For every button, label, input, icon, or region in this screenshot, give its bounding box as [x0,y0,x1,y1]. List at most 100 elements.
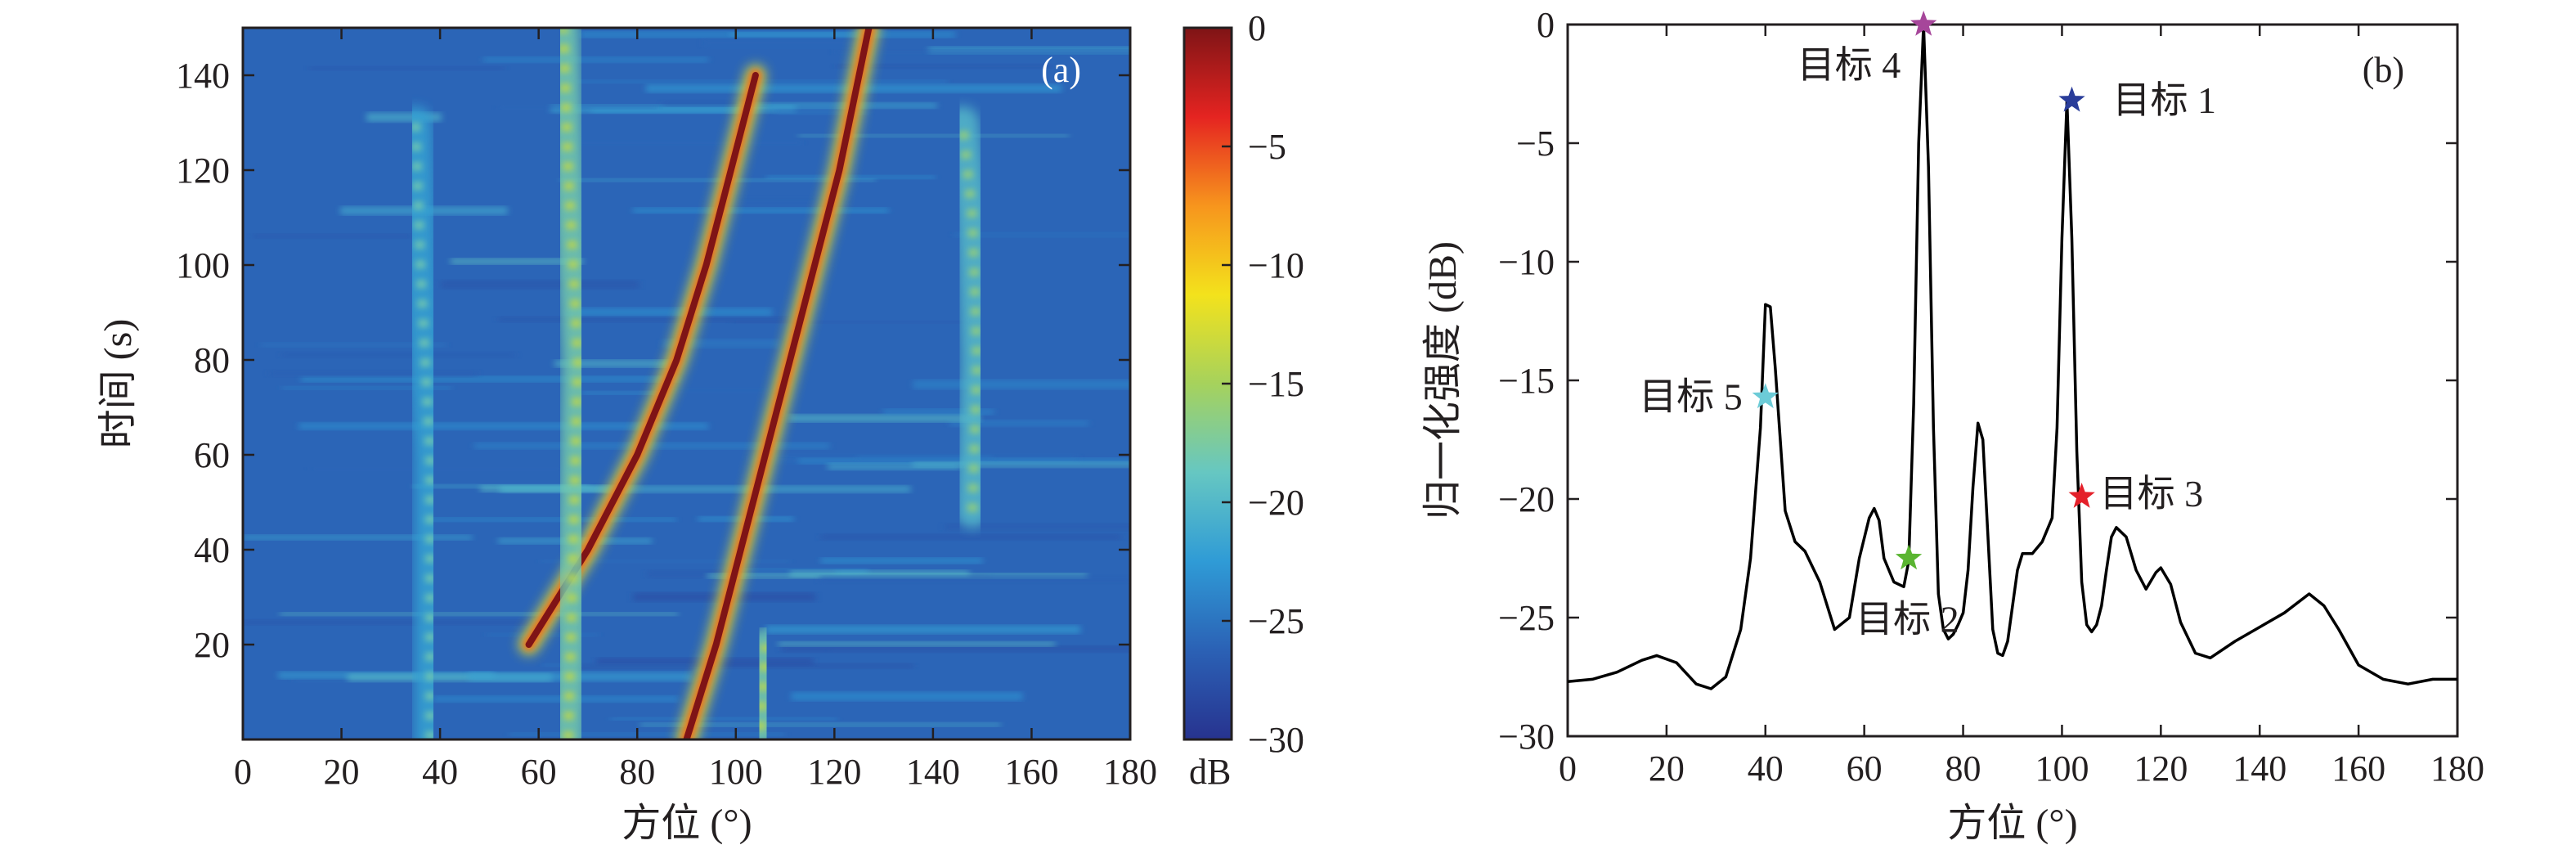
noise-stripe [441,281,640,289]
heatmap-panel: 0 20 40 60 80 100 120 140 160 180 20 40 60 80 100 120 1… [96,26,1157,845]
line-panel-label: (b) [2363,50,2404,90]
x-tick-label: 100 [709,752,763,792]
target-label: 目标 5 [1639,375,1743,417]
x-tick-label: 40 [422,752,458,792]
target-star-marker [1895,544,1923,570]
x-tick-label: 40 [1748,748,1784,789]
noise-stripe [827,463,961,470]
colorbar-tick-label: −10 [1248,245,1304,285]
colorbar-unit-label: dB [1189,752,1231,792]
heatmap-x-ticks: 0 20 40 60 80 100 120 140 160 180 [234,28,1157,792]
colorbar-tick-label: −25 [1248,601,1304,641]
noise-stripe [820,534,1122,540]
line-y-ticks: 0 −5 −10 −15 −20 −25 −30 [1498,5,2457,757]
y-tick-label: 0 [1537,5,1555,45]
noise-stripe [657,388,772,393]
track-speckle [958,122,983,512]
noise-stripe [509,733,785,736]
noise-stripe [913,461,1130,467]
noise-stripe [550,105,797,113]
noise-stripe [499,486,911,492]
x-tick-label: 80 [1945,748,1981,789]
noise-stripe [798,134,1070,137]
x-tick-label: 60 [1847,748,1883,789]
noise-stripe [576,141,802,145]
heatmap-y-axis-label: 时间 (s) [96,319,140,449]
y-tick-label: 80 [194,340,230,380]
y-tick-label: −10 [1498,242,1555,282]
noise-stripe [729,33,858,37]
noise-stripe [281,352,516,358]
heatmap-panel-label: (a) [1041,50,1081,90]
colorbar-tick-label: −30 [1248,720,1304,760]
track-band [399,106,447,739]
target-label: 目标 3 [2100,473,2204,515]
y-tick-label: 40 [194,530,230,570]
noise-stripe [776,109,868,115]
track-line [683,28,873,739]
noise-stripe [577,663,913,669]
colorbar-ticks: 0 −5 −10 −15 −20 −25 −30 [1222,8,1304,760]
noise-stripe [856,456,993,461]
y-tick-label: −20 [1498,479,1555,519]
y-tick-label: 60 [194,435,230,475]
line-x-ticks: 0 20 40 60 80 100 120 140 160 180 [1559,25,2484,789]
noise-stripe [836,64,1053,69]
y-tick-label: −30 [1498,717,1555,757]
colorbar-tick-label: −20 [1248,483,1304,523]
noise-stripe [301,376,679,382]
noise-stripe [882,409,994,415]
noise-stripe [581,391,657,395]
noise-stripe [944,524,1130,530]
noise-stripe [632,208,889,214]
noise-stripe [702,38,864,47]
noise-stripe [819,576,1130,583]
x-tick-label: 0 [1559,748,1577,789]
noise-stripe [497,317,790,322]
x-tick-label: 120 [807,752,861,792]
x-tick-label: 60 [521,752,557,792]
heatmap-frame [241,26,1132,741]
noise-stripe [949,420,1089,426]
intensity-line [1567,23,2457,690]
noise-stripe [253,234,412,239]
target-label: 目标 1 [2113,79,2217,121]
noise-stripe [833,50,1130,55]
x-tick-label: 20 [324,752,360,792]
y-tick-label: 100 [176,245,230,285]
x-tick-label: 80 [619,752,655,792]
heatmap-y-ticks: 20 40 60 80 100 120 140 [176,56,1130,665]
target-star-marker [1910,11,1937,36]
heatmap-tracks [399,28,994,739]
y-tick-label: 120 [176,151,230,191]
noise-stripe [610,717,837,721]
target-star-marker [2058,86,2085,112]
target-label: 目标 2 [1856,599,1959,640]
target-label: 目标 4 [1797,44,1901,86]
x-tick-label: 180 [1103,752,1157,792]
noise-stripe [820,558,983,564]
noise-stripe [789,415,980,422]
y-tick-label: 20 [194,625,230,665]
x-tick-label: 20 [1649,748,1685,789]
y-tick-label: 140 [176,56,230,96]
line-x-axis-label: 方位 (°) [1947,802,2077,845]
colorbar-tick-label: 0 [1248,8,1266,48]
noise-stripe [482,56,709,63]
noise-stripe [422,518,677,522]
noise-stripe [450,258,584,264]
noise-stripe [260,343,447,347]
line-panel: 0 20 40 60 80 100 120 140 160 180 0 −5 −10 −15 −20 −25… [1421,5,2484,845]
noise-stripe [731,321,976,324]
x-tick-label: 180 [2430,748,2484,789]
target-annotations: 目标 1 目标 2 目标 3 目标 4 目标 5 [1639,11,2216,640]
noise-stripe [662,339,779,348]
noise-stripe [778,641,1056,646]
noise-stripe [347,674,552,681]
noise-stripe [725,196,847,202]
y-tick-label: −25 [1498,598,1555,638]
noise-stripe [308,66,505,70]
noise-stripe [791,692,1023,700]
x-tick-label: 140 [2233,748,2287,789]
